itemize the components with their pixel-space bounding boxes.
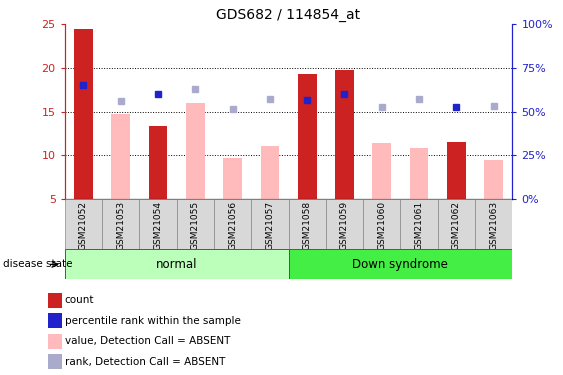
Text: GSM21053: GSM21053 [116,201,125,250]
FancyBboxPatch shape [289,249,512,279]
Text: GSM21056: GSM21056 [228,201,237,250]
Bar [149,126,167,199]
FancyBboxPatch shape [102,199,140,249]
Text: percentile rank within the sample: percentile rank within the sample [65,316,240,326]
Text: GSM21054: GSM21054 [154,201,163,250]
Text: GSM21060: GSM21060 [377,201,386,250]
Text: normal: normal [156,258,198,271]
FancyBboxPatch shape [475,199,512,249]
FancyBboxPatch shape [326,199,363,249]
FancyBboxPatch shape [438,199,475,249]
Text: rank, Detection Call = ABSENT: rank, Detection Call = ABSENT [65,357,225,367]
Bar [186,103,204,199]
Bar [447,142,466,199]
FancyBboxPatch shape [214,199,251,249]
FancyBboxPatch shape [65,199,102,249]
FancyBboxPatch shape [251,199,289,249]
Text: disease state: disease state [3,260,72,269]
Text: Down syndrome: Down syndrome [352,258,448,271]
Text: GSM21059: GSM21059 [340,201,349,250]
Text: GSM21058: GSM21058 [303,201,312,250]
FancyBboxPatch shape [289,199,326,249]
Text: GSM21057: GSM21057 [265,201,274,250]
FancyBboxPatch shape [363,199,400,249]
Bar [74,29,93,199]
Bar [261,147,279,199]
FancyBboxPatch shape [140,199,177,249]
FancyBboxPatch shape [400,199,438,249]
Text: GSM21055: GSM21055 [191,201,200,250]
Bar [224,158,242,199]
Text: count: count [65,295,94,305]
Text: GSM21062: GSM21062 [452,201,461,250]
Bar [111,114,130,199]
Bar [484,160,503,199]
Bar [373,143,391,199]
FancyBboxPatch shape [65,249,289,279]
Bar [298,74,316,199]
FancyBboxPatch shape [177,199,214,249]
Text: value, Detection Call = ABSENT: value, Detection Call = ABSENT [65,336,230,346]
Text: GSM21052: GSM21052 [79,201,88,250]
Bar [335,70,354,199]
Text: GSM21063: GSM21063 [489,201,498,250]
Title: GDS682 / 114854_at: GDS682 / 114854_at [217,8,360,22]
Bar [410,148,428,199]
Text: GSM21061: GSM21061 [414,201,423,250]
